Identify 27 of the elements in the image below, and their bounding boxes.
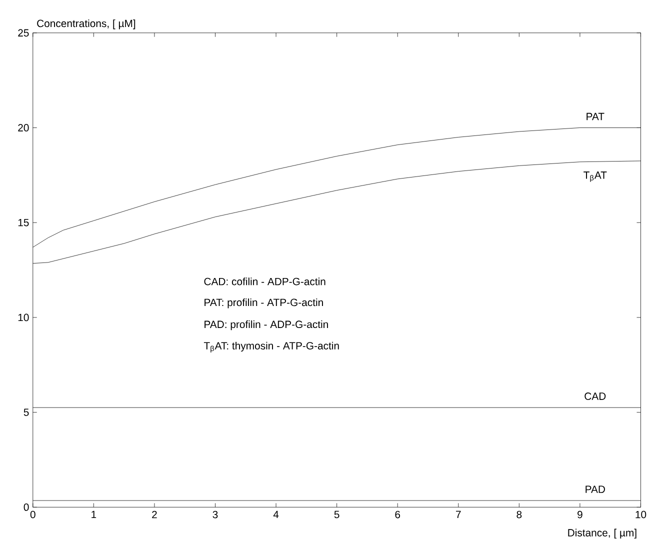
x-tick-label: 0 (30, 510, 36, 518)
annotation: CAD: cofilin - ADP-G-actin (204, 278, 326, 286)
series-label: CAD (584, 392, 606, 400)
y-tick-label: 5 (24, 408, 29, 416)
y-tick-label: 20 (18, 124, 29, 132)
x-tick-label: 9 (578, 510, 582, 518)
x-tick-label: 10 (636, 510, 646, 518)
annotation: T$_{β}$AT: thymosin - ATP-G-actin (204, 342, 339, 353)
annotation: PAD: profilin - ADP-G-actin (204, 320, 328, 330)
x-tick-label: 7 (456, 510, 461, 518)
x-tick-label: 2 (152, 510, 157, 518)
y-tick-label: 15 (18, 218, 29, 226)
x-tick-label: 5 (334, 510, 340, 518)
y-tick-label: 25 (18, 29, 29, 37)
x-tick-label: 8 (516, 510, 522, 518)
x-tick-label: 6 (395, 510, 400, 518)
series-label: PAT (586, 112, 604, 120)
series-label: T$_{β}$AT (584, 172, 607, 182)
x-tick-label: 4 (273, 510, 279, 518)
y-tick-label: 0 (24, 504, 29, 511)
y-tick-label: 10 (18, 314, 29, 322)
annotation: PAT: profilin - ATP-G-actin (204, 298, 323, 308)
x-tick-label: 1 (92, 510, 96, 518)
series-label: PAD (586, 486, 605, 493)
y-axis-title: Concentrations, [ µM] (37, 19, 136, 30)
x-axis-title: Distance, [ µm] (568, 528, 636, 539)
x-tick-label: 3 (212, 510, 218, 518)
